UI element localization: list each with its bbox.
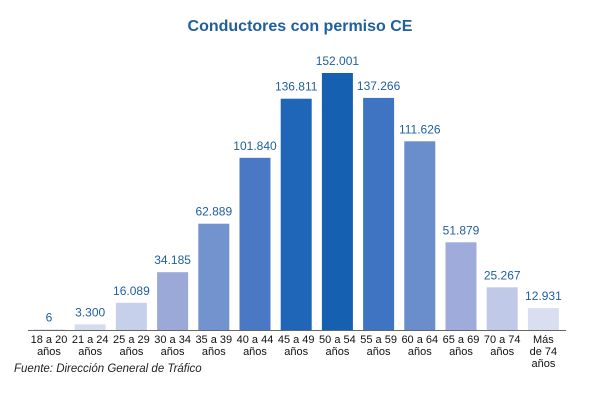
x-tick-label-line: 25 a 29	[113, 334, 150, 346]
x-tick-label-line: 50 a 54	[319, 334, 356, 346]
x-tick-label-line: años	[325, 346, 349, 358]
data-label: 136.811	[275, 80, 318, 94]
bar	[404, 141, 436, 330]
x-tick-label-line: 60 a 64	[401, 334, 438, 346]
x-tick-label-line: 40 a 44	[237, 334, 274, 346]
bar	[445, 242, 477, 330]
x-tick-label: 40 a 44 años	[237, 334, 274, 358]
x-tick-label: 55 a 59 años	[360, 334, 397, 358]
x-tick-label: 30 a 34 años	[154, 334, 191, 358]
x-tick-label-line: años	[119, 346, 143, 358]
x-tick-label: 45 a 49 años	[278, 334, 315, 358]
x-tick-label: 21 a 24 años	[72, 334, 109, 358]
bar	[527, 308, 559, 330]
data-label: 152.001	[316, 54, 360, 68]
x-tick-label-line: 45 a 49	[278, 334, 315, 346]
data-label: 25.267	[484, 268, 521, 282]
source-note: Fuente: Dirección General de Tráfico	[14, 363, 202, 375]
x-tick-label-line: 21 a 24	[72, 334, 109, 346]
x-tick-label-line: de 74	[530, 346, 558, 358]
x-tick-label-line: 55 a 59	[360, 334, 397, 346]
x-tick-label-line: 35 a 39	[195, 334, 232, 346]
x-tick-label-line: años	[161, 346, 185, 358]
x-tick-label-line: años	[37, 346, 61, 358]
x-tick-label: 50 a 54 años	[319, 334, 356, 358]
bar	[74, 324, 106, 330]
x-tick-label-line: años	[367, 346, 391, 358]
x-tick-label-line: años	[531, 358, 555, 370]
bar	[363, 97, 395, 331]
x-tick-label: 35 a 39 años	[195, 334, 232, 358]
data-label: 34.185	[154, 253, 191, 267]
data-label: 12.931	[525, 289, 562, 303]
bar	[239, 157, 271, 330]
bar	[33, 329, 65, 330]
x-tick-label-line: años	[78, 346, 102, 358]
data-label: 16.089	[113, 284, 150, 298]
x-tick-label: Más de 74 años	[530, 334, 558, 370]
x-tick-label: 25 a 29 años	[113, 334, 150, 358]
x-tick-label-line: años	[449, 346, 473, 358]
chart-title: Conductores con permiso CE	[187, 18, 413, 35]
x-tick-label-line: años	[284, 346, 308, 358]
x-tick-label-line: años	[490, 346, 514, 358]
x-tick-label-line: 65 a 69	[443, 334, 480, 346]
data-label: 111.626	[399, 122, 441, 136]
data-label: 3.300	[75, 305, 105, 319]
data-label: 137.266	[357, 79, 401, 93]
bar	[198, 223, 230, 330]
bar	[157, 272, 189, 330]
x-tick-label-line: años	[243, 346, 267, 358]
data-label: 101.840	[233, 139, 277, 153]
x-tick-label-line: 70 a 74	[484, 334, 521, 346]
x-tick-label: 70 a 74 años	[484, 334, 521, 358]
bar	[280, 98, 312, 330]
x-tick-label: 60 a 64 años	[401, 334, 438, 358]
x-tick-label-line: 30 a 34	[154, 334, 191, 346]
x-tick-label-line: años	[408, 346, 432, 358]
data-label: 51.879	[443, 223, 480, 237]
x-tick-label: 65 a 69 años	[443, 334, 480, 358]
bar	[486, 287, 518, 330]
data-label: 62.889	[195, 205, 232, 219]
bar	[115, 302, 147, 330]
x-tick-label: 18 a 20 años	[31, 334, 68, 358]
bar	[321, 73, 353, 330]
x-tick-label-line: Más	[533, 334, 554, 346]
data-label: 6	[46, 310, 53, 324]
x-tick-label-line: 18 a 20	[31, 334, 68, 346]
x-tick-label-line: años	[202, 346, 226, 358]
